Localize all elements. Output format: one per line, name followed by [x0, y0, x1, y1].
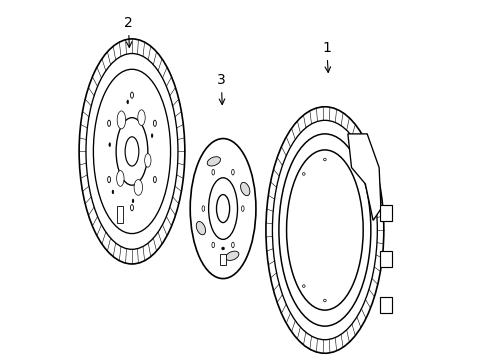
Ellipse shape	[211, 170, 214, 175]
Polygon shape	[347, 134, 380, 220]
Ellipse shape	[278, 134, 370, 326]
Ellipse shape	[109, 143, 110, 147]
Ellipse shape	[107, 176, 110, 183]
Ellipse shape	[211, 242, 214, 248]
Ellipse shape	[117, 111, 125, 129]
Ellipse shape	[132, 199, 134, 203]
Ellipse shape	[153, 176, 156, 183]
Ellipse shape	[117, 171, 124, 186]
Ellipse shape	[112, 190, 114, 194]
Ellipse shape	[272, 120, 377, 340]
Ellipse shape	[240, 183, 249, 196]
Ellipse shape	[190, 139, 255, 279]
FancyBboxPatch shape	[220, 255, 225, 265]
Polygon shape	[379, 297, 391, 313]
Ellipse shape	[225, 251, 239, 260]
FancyBboxPatch shape	[117, 206, 123, 223]
Ellipse shape	[231, 170, 234, 175]
Text: 3: 3	[217, 73, 225, 104]
Circle shape	[302, 285, 305, 287]
Circle shape	[323, 299, 325, 302]
Ellipse shape	[130, 92, 133, 98]
Ellipse shape	[138, 110, 145, 126]
Text: 2: 2	[124, 16, 133, 48]
Ellipse shape	[130, 204, 133, 211]
Circle shape	[323, 158, 325, 161]
Polygon shape	[379, 251, 391, 267]
Ellipse shape	[216, 194, 229, 222]
Ellipse shape	[286, 150, 363, 310]
Ellipse shape	[196, 221, 205, 235]
Ellipse shape	[207, 157, 220, 166]
Circle shape	[221, 247, 224, 250]
Polygon shape	[379, 205, 391, 221]
Ellipse shape	[107, 120, 110, 126]
Ellipse shape	[231, 242, 234, 248]
Ellipse shape	[144, 154, 151, 167]
Ellipse shape	[86, 54, 178, 249]
Ellipse shape	[125, 137, 139, 166]
Ellipse shape	[151, 134, 153, 138]
Ellipse shape	[93, 69, 170, 234]
Text: 1: 1	[322, 41, 330, 72]
Ellipse shape	[153, 120, 156, 126]
Ellipse shape	[134, 180, 142, 195]
Ellipse shape	[116, 118, 147, 185]
Circle shape	[302, 173, 305, 175]
Ellipse shape	[202, 206, 204, 211]
Ellipse shape	[126, 100, 128, 104]
Ellipse shape	[241, 206, 244, 211]
Ellipse shape	[208, 178, 237, 239]
